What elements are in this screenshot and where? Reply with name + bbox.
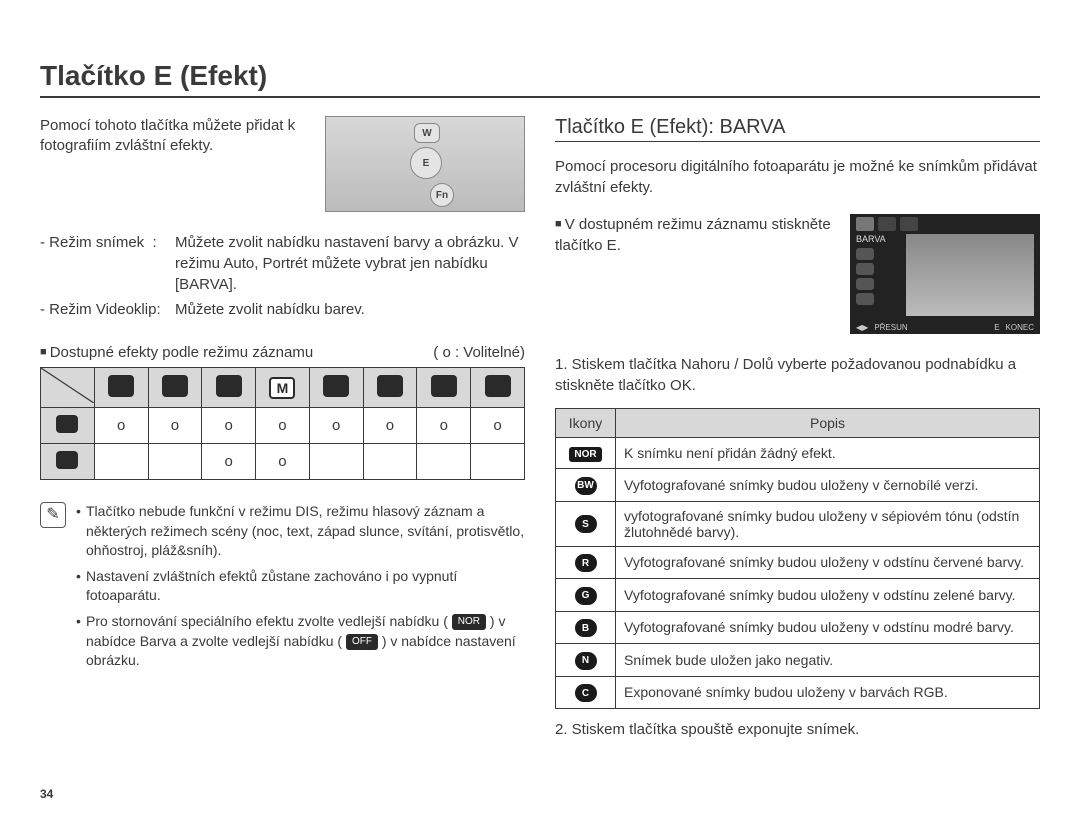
e-button-icon: E: [410, 147, 442, 179]
effect-icon: BW: [556, 469, 616, 502]
table-row: oooooooo: [41, 408, 525, 444]
section-intro: Pomocí procesoru digitálního fotoaparátu…: [555, 156, 1040, 198]
step-text: 2. Stiskem tlačítka spouště exponujte sn…: [555, 719, 1040, 740]
mode-icon: [417, 368, 471, 408]
fn-button-icon: Fn: [430, 183, 454, 207]
row-icon: [41, 444, 95, 480]
w-button-icon: W: [414, 123, 440, 143]
move-icon: ◀▶: [856, 323, 868, 332]
nor-badge-icon: NOR: [452, 614, 486, 630]
effects-table: Ikony Popis NORK snímku není přidán žádn…: [555, 408, 1040, 709]
note-item: Tlačítko nebude funkční v režimu DIS, re…: [76, 502, 525, 561]
mode-icon: [309, 368, 363, 408]
screen-label: BARVA: [856, 234, 886, 244]
page-number: 34: [40, 787, 53, 801]
effect-icon: N: [556, 644, 616, 677]
mode-text: Můžete zvolit nabídku barev.: [175, 299, 525, 320]
optional-legend: ( o : Volitelné): [433, 344, 525, 361]
note-item: Nastavení zvláštních efektů zůstane zach…: [76, 567, 525, 606]
mode-icon: M: [256, 368, 310, 408]
effect-desc: Vyfotografované snímky budou uloženy v o…: [616, 611, 1040, 644]
mode-label: - Režim snímek :: [40, 232, 175, 295]
mode-icon: [202, 368, 256, 408]
modes-table: M oooooooo oo: [40, 367, 525, 480]
effect-desc: Vyfotografované snímky budou uloženy v č…: [616, 469, 1040, 502]
effect-icon: G: [556, 579, 616, 612]
mode-icon: [148, 368, 202, 408]
effect-desc: vyfotografované snímky budou uloženy v s…: [616, 501, 1040, 546]
mode-descriptions: - Režim snímek : Můžete zvolit nabídku n…: [40, 232, 525, 320]
move-label: PŘESUN: [874, 323, 907, 332]
mode-text: Můžete zvolit nabídku nastavení barvy a …: [175, 232, 525, 295]
effect-desc: Snímek bude uložen jako negativ.: [616, 644, 1040, 677]
table-row: GVyfotografované snímky budou uloženy v …: [556, 579, 1040, 612]
step-text: V dostupném režimu záznamu stiskněte tla…: [555, 214, 836, 256]
exit-label: KONEC: [1006, 323, 1034, 332]
note-box: ✎ Tlačítko nebude funkční v režimu DIS, …: [40, 502, 525, 677]
table-row: BVyfotografované snímky budou uloženy v …: [556, 611, 1040, 644]
note-item: Pro stornování speciálního efektu zvolte…: [76, 612, 525, 671]
left-column: Pomocí tohoto tlačítka můžete přidat k f…: [40, 116, 525, 752]
row-icon: [41, 408, 95, 444]
mode-icon: [471, 368, 525, 408]
table-corner: [41, 368, 95, 408]
th-desc: Popis: [616, 409, 1040, 438]
available-effects-heading: Dostupné efekty podle režimu záznamu: [40, 344, 313, 361]
effect-desc: K snímku není přidán žádný efekt.: [616, 438, 1040, 469]
note-icon: ✎: [40, 502, 66, 528]
mode-icon: [94, 368, 148, 408]
section-title: Tlačítko E (Efekt): BARVA: [555, 116, 1040, 142]
effect-icon: R: [556, 546, 616, 579]
table-row: Svyfotografované snímky budou uloženy v …: [556, 501, 1040, 546]
off-badge-icon: OFF: [346, 634, 378, 650]
mode-label: - Režim Videoklip:: [40, 299, 175, 320]
right-column: Tlačítko E (Efekt): BARVA Pomocí proceso…: [555, 116, 1040, 752]
table-row: NSnímek bude uložen jako negativ.: [556, 644, 1040, 677]
effect-desc: Exponované snímky budou uloženy v barvác…: [616, 676, 1040, 709]
effect-icon: S: [556, 501, 616, 546]
effect-desc: Vyfotografované snímky budou uloženy v o…: [616, 546, 1040, 579]
camera-illustration: W E Fn: [325, 116, 525, 212]
table-row: RVyfotografované snímky budou uloženy v …: [556, 546, 1040, 579]
table-row: oo: [41, 444, 525, 480]
effect-icon: B: [556, 611, 616, 644]
table-row: CExponované snímky budou uloženy v barvá…: [556, 676, 1040, 709]
effect-desc: Vyfotografované snímky budou uloženy v o…: [616, 579, 1040, 612]
effect-icon: C: [556, 676, 616, 709]
step-text: 1. Stiskem tlačítka Nahoru / Dolů vybert…: [555, 354, 1040, 396]
page-title: Tlačítko E (Efekt): [40, 60, 1040, 98]
mode-icon: [363, 368, 417, 408]
e-label: E: [994, 323, 999, 332]
lcd-screenshot: BARVA ◀▶ PŘESUN E KONEC: [850, 214, 1040, 334]
table-row: BWVyfotografované snímky budou uloženy v…: [556, 469, 1040, 502]
intro-text: Pomocí tohoto tlačítka můžete přidat k f…: [40, 116, 313, 212]
th-icons: Ikony: [556, 409, 616, 438]
table-row: NORK snímku není přidán žádný efekt.: [556, 438, 1040, 469]
effect-icon: NOR: [556, 438, 616, 469]
